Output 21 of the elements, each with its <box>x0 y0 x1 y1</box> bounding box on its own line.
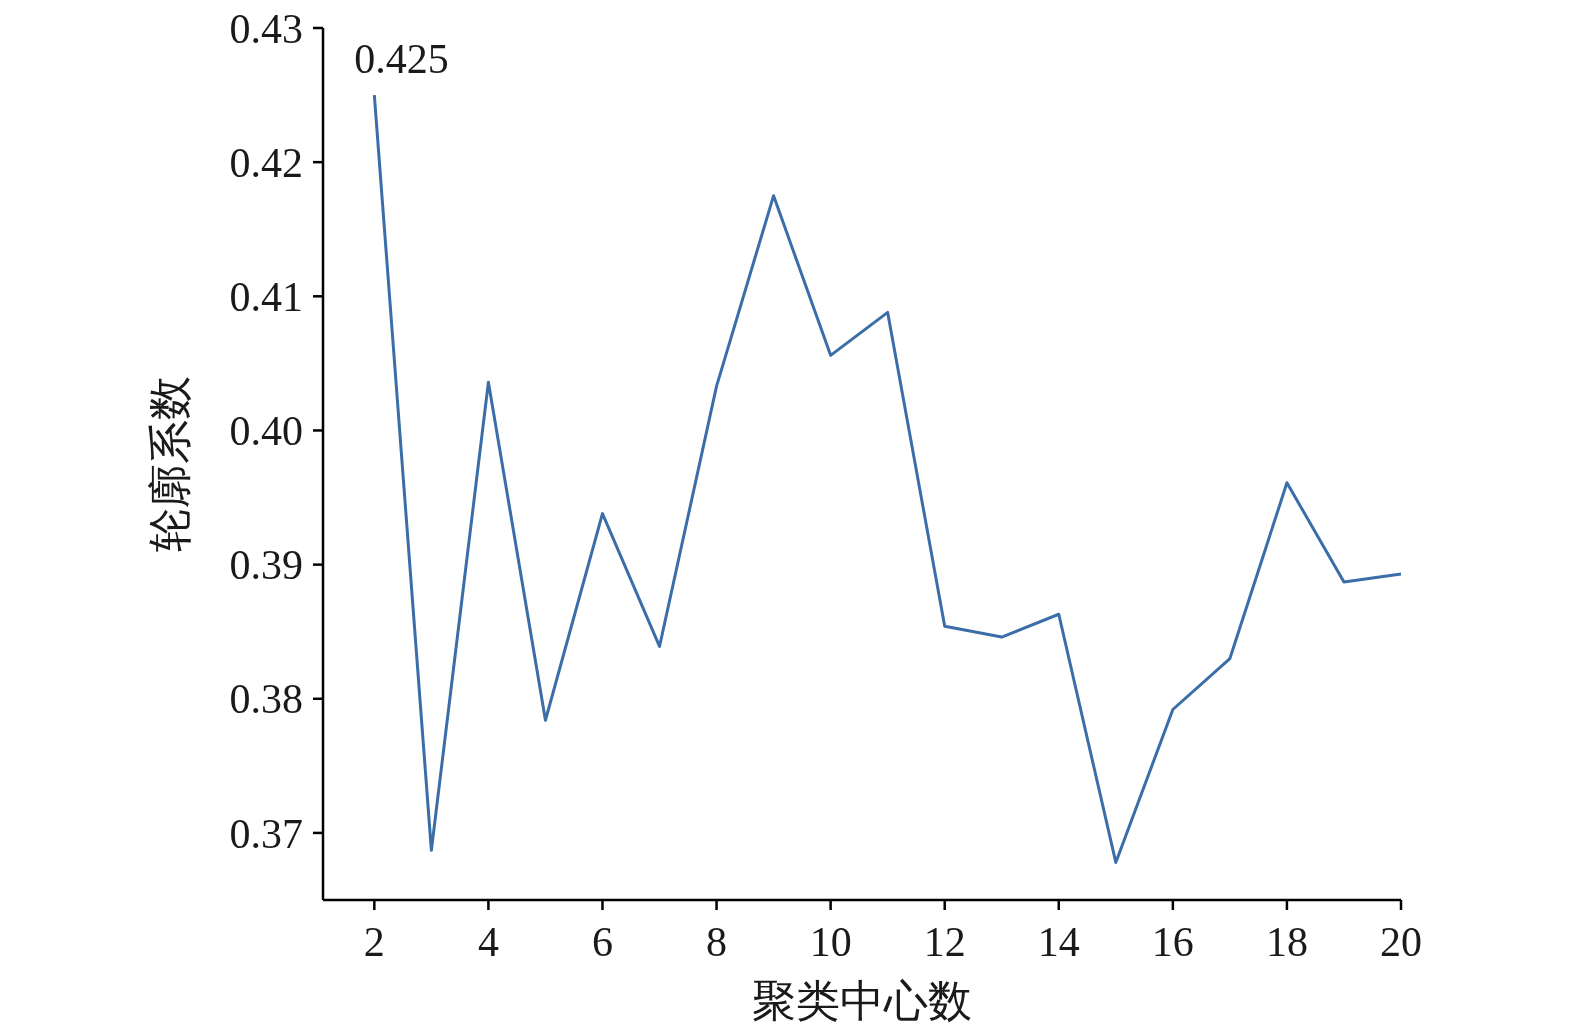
y-tick-label: 0.41 <box>229 274 303 321</box>
x-tick-label: 14 <box>1037 919 1080 965</box>
y-tick-label: 0.39 <box>229 542 303 589</box>
y-tick-label: 0.40 <box>229 408 303 455</box>
x-tick-label: 2 <box>363 919 385 965</box>
x-tick-label: 18 <box>1265 919 1308 965</box>
y-tick-label: 0.38 <box>229 676 303 723</box>
y-tick-label: 0.43 <box>229 5 303 52</box>
x-tick-label: 4 <box>477 919 499 965</box>
y-axis-title: 轮廓系数 <box>146 376 195 552</box>
annotation: 0.425 <box>354 36 449 83</box>
x-axis-title: 聚类中心数 <box>752 977 972 1026</box>
y-tick-label: 0.42 <box>229 139 303 186</box>
x-tick-label: 6 <box>591 919 613 965</box>
x-tick-label: 20 <box>1380 919 1422 965</box>
y-tick-label: 0.37 <box>229 810 303 857</box>
x-tick-label: 8 <box>706 919 728 965</box>
x-tick-label: 16 <box>1151 919 1194 965</box>
line-series <box>372 93 1403 864</box>
x-tick-label: 12 <box>923 919 966 965</box>
x-tick-label: 10 <box>809 919 852 965</box>
